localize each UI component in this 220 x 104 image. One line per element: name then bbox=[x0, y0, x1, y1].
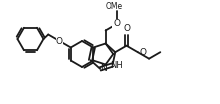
Text: NH: NH bbox=[111, 61, 123, 70]
Text: O: O bbox=[140, 48, 147, 57]
Text: OMe: OMe bbox=[105, 2, 123, 11]
Text: O: O bbox=[56, 37, 63, 46]
Text: N: N bbox=[100, 64, 107, 73]
Text: O: O bbox=[113, 19, 120, 28]
Text: O: O bbox=[123, 24, 130, 33]
